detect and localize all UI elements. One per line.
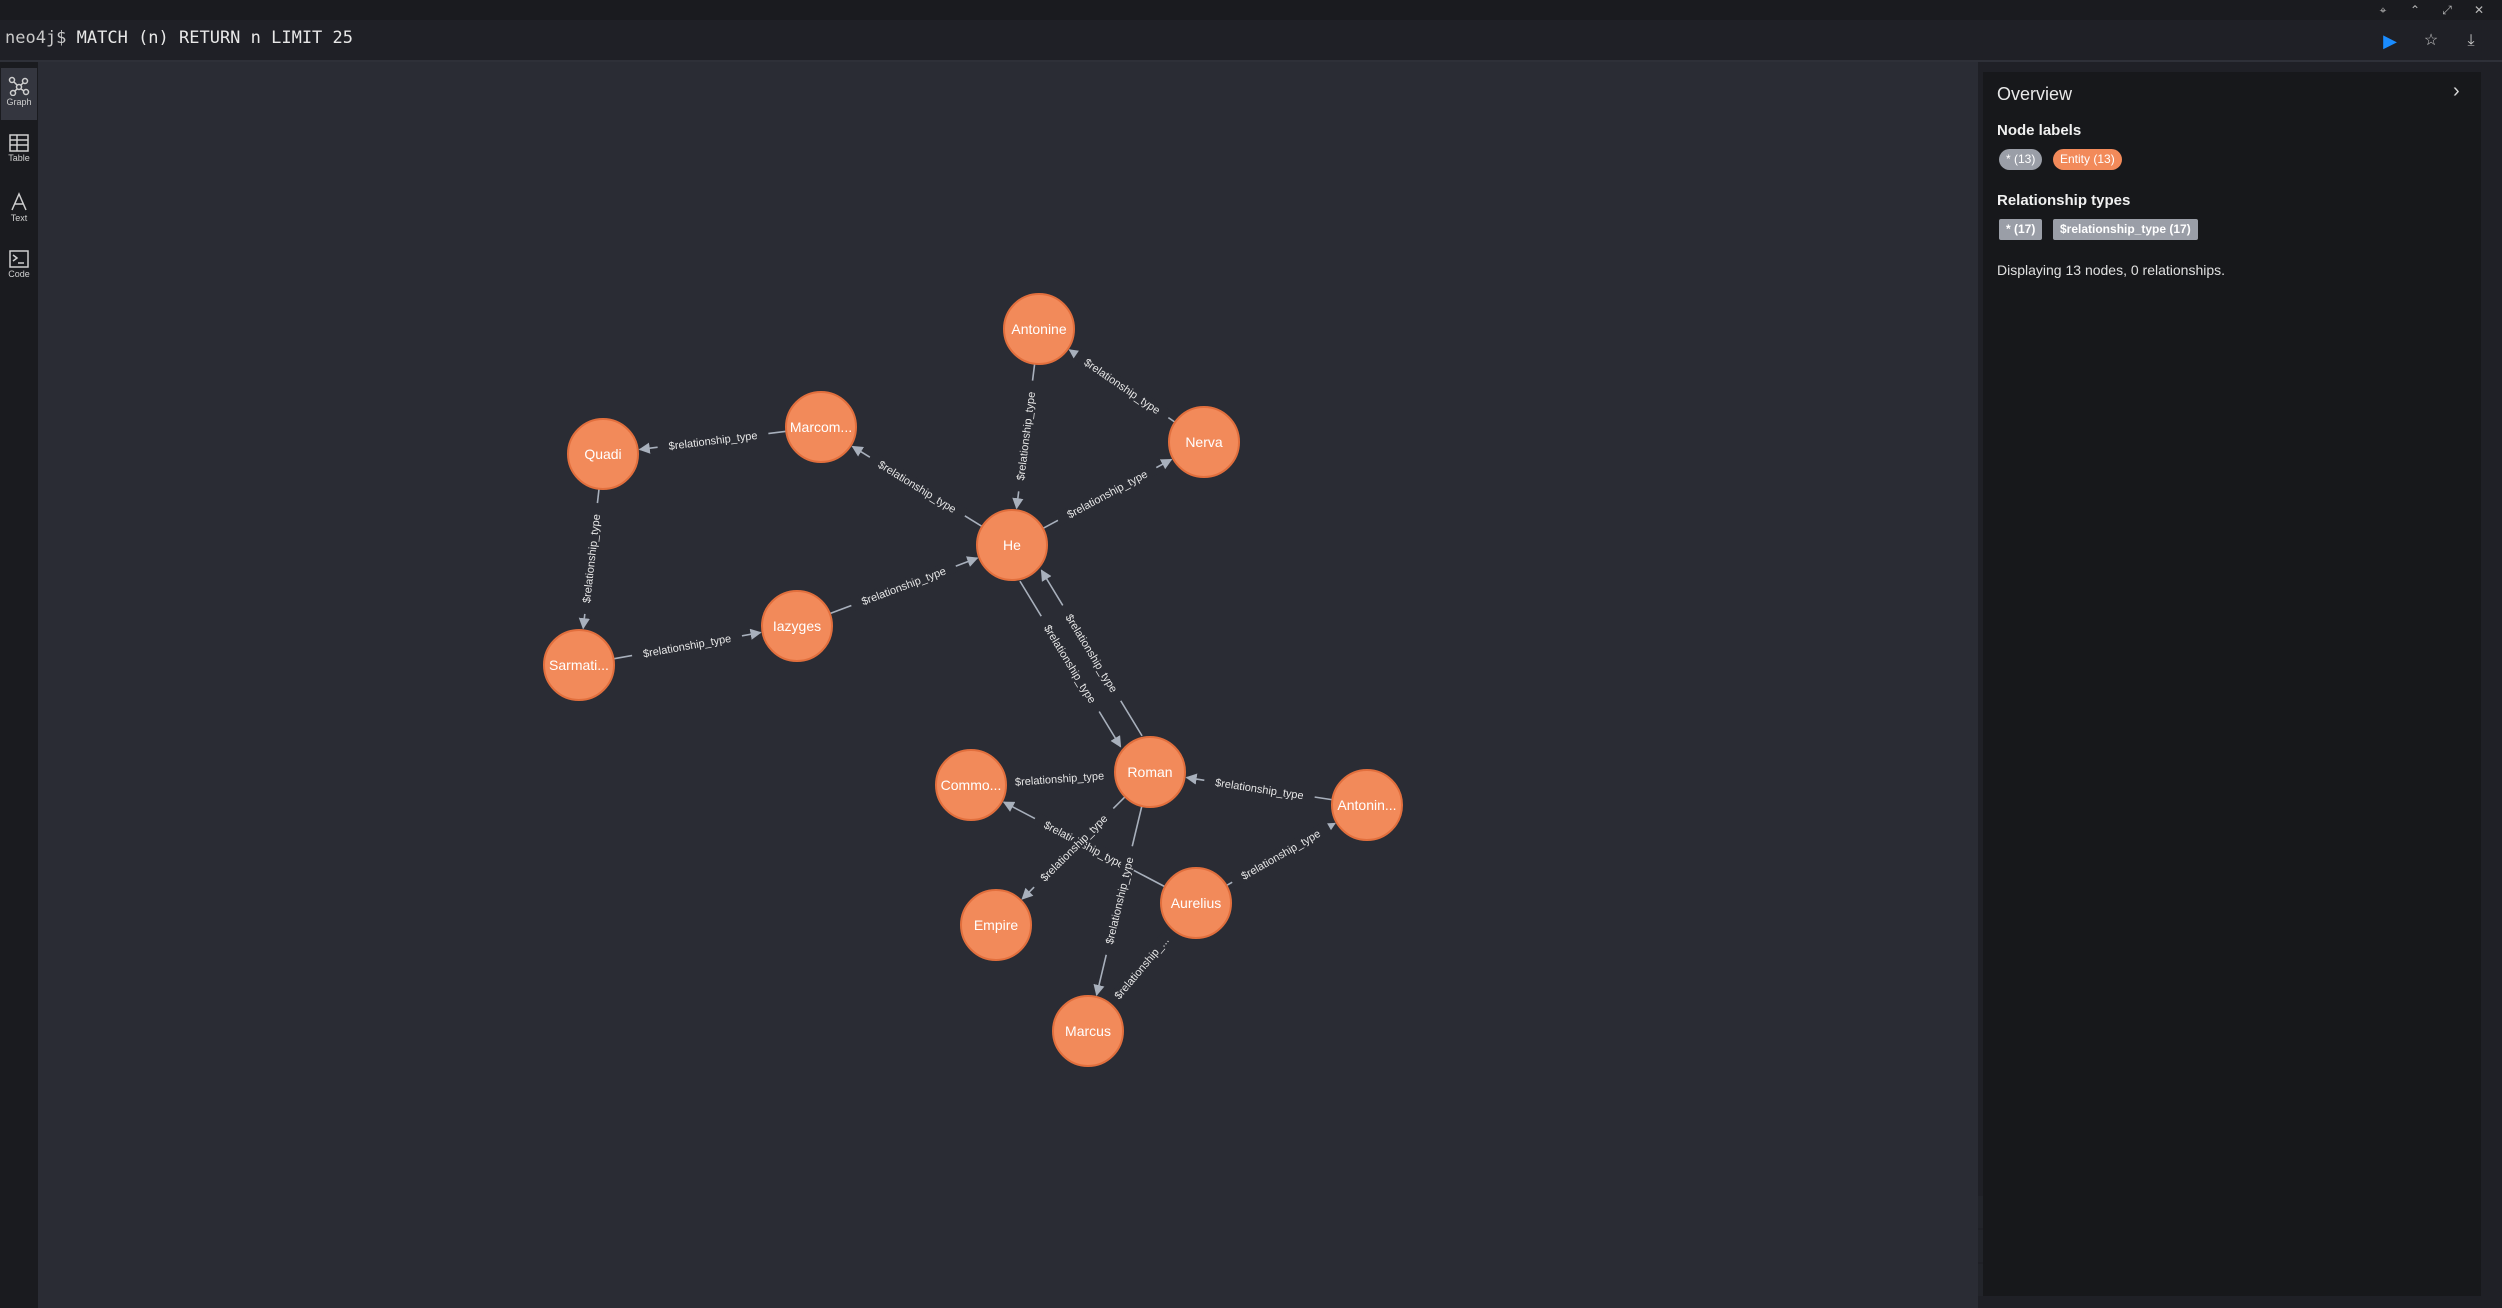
relationship-label-group[interactable]: $relationship_type bbox=[1054, 461, 1160, 526]
relationship-label-group[interactable]: $relationship_type bbox=[1003, 767, 1116, 790]
relationship-label-group[interactable]: $relationship_type bbox=[1011, 379, 1040, 493]
overview-title: Overview bbox=[1997, 84, 2073, 104]
view-table-button[interactable]: Table bbox=[1, 126, 37, 178]
relationship-label-background bbox=[1099, 844, 1139, 957]
view-text-button[interactable]: Text bbox=[1, 184, 37, 236]
node-label-iazyges[interactable]: Iazyges bbox=[773, 618, 821, 634]
code-icon bbox=[9, 250, 29, 268]
window-title-bar: ⌖ ⌃ ⤢ ✕ bbox=[0, 0, 2502, 20]
view-code-label: Code bbox=[8, 269, 30, 279]
node-label-marcus[interactable]: Marcus bbox=[1065, 1023, 1111, 1039]
relationship-types-heading: Relationship types bbox=[1997, 192, 2131, 209]
query-text[interactable]: neo4j$ MATCH (n) RETURN n LIMIT 25 bbox=[5, 28, 353, 48]
relationship-label-background bbox=[848, 559, 958, 612]
relationship-label-background bbox=[866, 451, 969, 521]
overview-summary: Displaying 13 nodes, 0 relationships. bbox=[1997, 262, 2226, 278]
relationship-label-group[interactable]: $relationship_type bbox=[1228, 820, 1333, 889]
node-label-nerva[interactable]: Nerva bbox=[1185, 434, 1223, 450]
relationship-label[interactable]: $relationship_type bbox=[1239, 828, 1322, 883]
view-code-button[interactable]: Code bbox=[1, 242, 37, 294]
node-label-commo[interactable]: Commo... bbox=[941, 777, 1002, 793]
view-graph-button[interactable]: Graph bbox=[1, 68, 37, 120]
relationship-label-background bbox=[1003, 767, 1116, 789]
relationship-label-group[interactable]: $relationship_type bbox=[656, 426, 770, 455]
node-sarmati[interactable] bbox=[543, 629, 615, 701]
node-label-roman[interactable]: Roman bbox=[1127, 764, 1172, 780]
node-label-empire[interactable]: Empire bbox=[974, 917, 1019, 933]
download-icon[interactable]: ⤓ bbox=[2467, 32, 2475, 49]
node-marcus[interactable] bbox=[1052, 995, 1124, 1067]
node-aurelius[interactable] bbox=[1160, 867, 1232, 939]
relationship-label-background bbox=[1228, 820, 1333, 888]
node-label-sarmati[interactable]: Sarmati... bbox=[549, 657, 609, 673]
node-antonin2[interactable] bbox=[1331, 769, 1403, 841]
maximize-icon[interactable]: ⤢ bbox=[2442, 3, 2452, 17]
node-quadi[interactable] bbox=[567, 418, 639, 490]
relationship-label[interactable]: $relationship_type bbox=[642, 633, 732, 661]
relationship-label-background bbox=[577, 502, 604, 615]
node-iazyges[interactable] bbox=[761, 590, 833, 662]
node-roman[interactable] bbox=[1114, 736, 1186, 808]
collapse-icon[interactable]: ⌃ bbox=[2409, 3, 2421, 17]
node-label-entity-pill[interactable]: Entity (13) bbox=[2053, 149, 2122, 170]
relationship-label-group[interactable]: $relationship_type bbox=[848, 559, 958, 612]
relationship-label[interactable]: $relationship_... bbox=[1112, 935, 1171, 1002]
node-nerva[interactable] bbox=[1168, 406, 1240, 478]
view-text-label: Text bbox=[10, 213, 28, 223]
relationship-label-background bbox=[1203, 773, 1316, 803]
relationship-label-background bbox=[656, 426, 770, 454]
node-label-aurelius[interactable]: Aurelius bbox=[1171, 895, 1222, 911]
relationship-label-group[interactable]: $relationship_type bbox=[1203, 773, 1316, 804]
node-antonine[interactable] bbox=[1003, 293, 1075, 365]
relationship-label-group[interactable]: $relationship_type bbox=[1072, 348, 1173, 424]
relationship-label-background bbox=[1057, 601, 1127, 704]
overview-panel: Overview › Node labels * (13) Entity (13… bbox=[1983, 72, 2481, 1296]
node-labels-heading: Node labels bbox=[1997, 122, 2082, 139]
editor-query[interactable]: MATCH (n) RETURN n LIMIT 25 bbox=[66, 28, 353, 48]
relationship-label-group[interactable]: $relationship_type bbox=[630, 628, 744, 662]
favorite-star-icon[interactable]: ☆ bbox=[2423, 32, 2439, 49]
table-icon bbox=[9, 134, 29, 152]
relationship-label-background bbox=[1029, 803, 1118, 892]
relationship-label[interactable]: $relationship_type bbox=[1082, 357, 1162, 417]
graph-visualization[interactable]: $relationship_type $relationship_type $rel… bbox=[38, 62, 1978, 1308]
relationship-type-all-tag[interactable]: * (17) bbox=[1999, 219, 2043, 240]
relationship-label-background bbox=[1036, 612, 1106, 715]
view-table-label: Table bbox=[8, 153, 30, 163]
node-label-he[interactable]: He bbox=[1003, 537, 1021, 553]
relationship-label[interactable]: $relationship_type bbox=[1214, 777, 1304, 802]
pin-icon[interactable]: ⌖ bbox=[2379, 3, 2387, 17]
query-editor[interactable]: neo4j$ MATCH (n) RETURN n LIMIT 25 ▶ ☆ ⤓ bbox=[0, 20, 2502, 62]
relationship-label-background bbox=[1054, 461, 1160, 526]
close-icon[interactable]: ✕ bbox=[2473, 3, 2485, 17]
node-marcom[interactable] bbox=[785, 391, 857, 463]
view-sidebar: Graph Table Text Code bbox=[0, 62, 38, 1308]
node-he[interactable] bbox=[976, 509, 1048, 581]
relationship-label[interactable]: $relationship_type bbox=[1065, 468, 1149, 521]
graph-icon bbox=[8, 76, 30, 96]
node-label-marcom[interactable]: Marcom... bbox=[790, 419, 852, 435]
relationship-label[interactable]: $relationship_type bbox=[876, 459, 958, 516]
relationship-label[interactable]: $relationship_type bbox=[860, 565, 948, 608]
node-label-antonin2[interactable]: Antonin... bbox=[1337, 797, 1396, 813]
collapse-panel-chevron-icon[interactable]: › bbox=[2453, 80, 2460, 102]
relationship-label-group[interactable]: $relationship_type bbox=[866, 451, 969, 522]
node-commo[interactable] bbox=[935, 749, 1007, 821]
relationship-label-group[interactable]: $relationship_type bbox=[577, 502, 605, 615]
relationship-label-background bbox=[1011, 379, 1039, 493]
relationship-label-background bbox=[1102, 922, 1180, 1012]
relationship-label-background bbox=[630, 628, 744, 662]
relationship-label-background bbox=[1072, 348, 1173, 423]
text-icon bbox=[11, 192, 27, 211]
node-label-all-pill[interactable]: * (13) bbox=[1999, 149, 2043, 170]
graph-canvas[interactable]: $relationship_type $relationship_type $rel… bbox=[38, 62, 2014, 1308]
node-empire[interactable] bbox=[960, 889, 1032, 961]
view-graph-label: Graph bbox=[6, 97, 32, 107]
node-label-quadi[interactable]: Quadi bbox=[584, 446, 621, 462]
relationship-label[interactable]: $relationship_type bbox=[1015, 770, 1105, 788]
editor-prompt: neo4j$ bbox=[5, 28, 67, 48]
node-label-antonine[interactable]: Antonine bbox=[1011, 321, 1066, 337]
run-button[interactable]: ▶ bbox=[2383, 31, 2397, 51]
relationship-type-tag[interactable]: $relationship_type (17) bbox=[2053, 219, 2198, 240]
